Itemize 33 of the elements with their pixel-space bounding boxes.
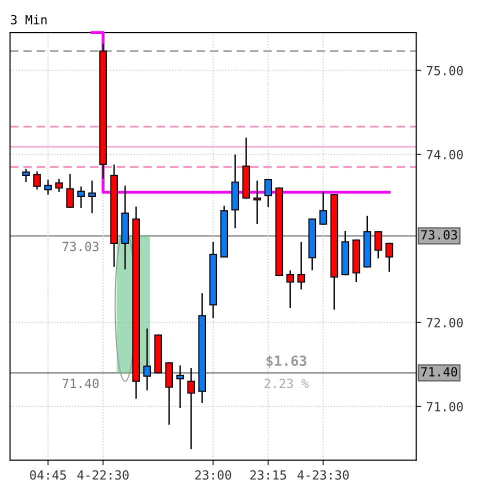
candlestick xyxy=(297,242,306,290)
candlestick xyxy=(88,180,96,214)
candlestick xyxy=(44,180,52,195)
chart-title: 3 Min xyxy=(10,14,47,24)
candlestick xyxy=(55,178,63,192)
candlestick xyxy=(176,365,184,408)
candlestick xyxy=(77,186,85,208)
x-tick-label: 4-23:30 xyxy=(298,470,349,480)
candlestick xyxy=(264,178,272,208)
x-tick-label: 04:45 xyxy=(30,470,66,480)
annotation: $1.63 xyxy=(266,355,306,368)
candlestick xyxy=(143,328,151,390)
candlestick xyxy=(374,231,382,258)
y-tick-label: 72.00 xyxy=(426,318,463,328)
x-tick-label: 4-22:30 xyxy=(77,470,129,480)
annotation: 71.40 xyxy=(62,378,99,388)
candlestick xyxy=(22,168,30,182)
y-tick-label: 74.00 xyxy=(426,150,463,160)
annotation: 73.03 xyxy=(62,242,98,252)
candlestick xyxy=(66,174,74,208)
annotation: 2.23 % xyxy=(264,378,309,388)
ref-line-label: 73.03 xyxy=(421,230,457,240)
ref-line-label: 71.40 xyxy=(421,367,458,377)
candlestick xyxy=(253,180,262,224)
candlestick xyxy=(385,242,394,272)
y-tick-label: 75.00 xyxy=(426,66,463,76)
candlestick xyxy=(286,270,294,308)
candlestick xyxy=(33,171,41,190)
candlestick xyxy=(187,368,195,450)
candlestick xyxy=(319,192,328,225)
x-tick-label: 23:15 xyxy=(250,470,286,480)
x-tick-label: 23:00 xyxy=(195,470,232,480)
y-tick-label: 71.00 xyxy=(426,402,463,412)
